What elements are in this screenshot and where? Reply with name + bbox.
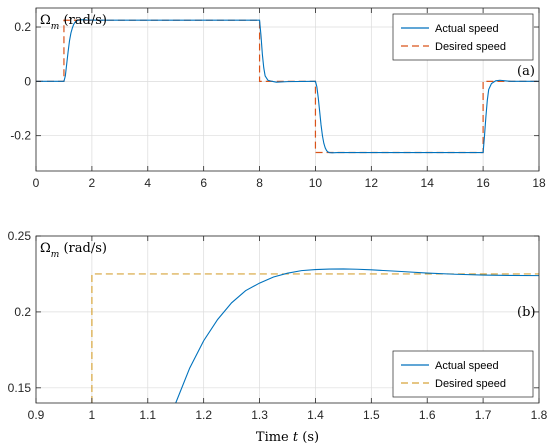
legend-entry: Desired speed [435,378,506,390]
x-tick-label: 1.7 [475,408,492,422]
panel-label-a: (a) [517,64,535,79]
legend-entry: Actual speed [435,23,499,35]
x-tick-label: 12 [365,176,379,190]
x-tick-label: 1.2 [195,408,212,422]
y-tick-label: 0.25 [8,229,32,243]
x-tick-label: 1 [89,408,96,422]
x-tick-label: 0.9 [28,408,45,422]
plot-frame-a [35,7,540,172]
ticks-b: 0.9 1 1.1 1.2 1.3 1.4 1.5 1.6 1.7 1.8 0.15 0.2 0.25 [8,229,548,422]
x-tick-label: 1.6 [419,408,436,422]
y-tick-label: -0.2 [10,129,31,143]
y-axis-label-a: Ωm (rad/s) [40,13,107,32]
x-tick-label: 2 [89,176,96,190]
y-tick-label: 0.2 [14,20,31,34]
x-tick-label: 1.4 [307,408,324,422]
x-tick-label: 0 [33,176,40,190]
plot-frame-b [35,235,540,404]
chart-panel-a: 0 2 4 6 8 10 12 14 16 18 -0.2 0 0.2 Actual speed Desi… [10,7,546,190]
x-tick-label: 1.1 [139,408,156,422]
y-axis-label-b: Ωm (rad/s) [40,241,107,260]
legend-b: Actual speed Desired speed [392,350,534,398]
desired-speed-line [36,19,539,154]
x-tick-label: 6 [200,176,207,190]
legend-entry: Actual speed [435,360,499,372]
chart-panel-b: 0.9 1 1.1 1.2 1.3 1.4 1.5 1.6 1.7 1.80.150.20.25 … [8,229,548,445]
x-tick-label: 16 [476,176,490,190]
legend-box [392,350,534,398]
panel-label-b: (b) [517,305,535,320]
y-tick-label: 0.15 [8,381,32,395]
x-tick-label: 1.8 [531,408,548,422]
x-tick-label: 4 [144,176,151,190]
x-tick-label: 14 [421,176,435,190]
ticks-a: 0 2 4 6 8 10 12 14 16 18 -0.2 0 0.2 [10,8,546,190]
x-tick-label: 18 [532,176,546,190]
series-group-a [36,19,539,154]
x-axis-label-b: Time t (s) [256,430,319,445]
legend-entry: Desired speed [435,41,506,53]
x-tick-label: 1.5 [363,408,380,422]
series-group-b [91,268,539,403]
x-tick-label: 10 [309,176,323,190]
y-tick-label: 0.2 [14,305,31,319]
x-tick-label: 8 [256,176,263,190]
legend-box [392,13,534,61]
legend-a: Actual speed Desired speed [392,13,534,61]
x-tick-label: 1.3 [251,408,268,422]
actual-speed-line [175,268,539,403]
actual-speed-line [36,19,539,154]
y-tick-label: 0 [24,74,31,88]
